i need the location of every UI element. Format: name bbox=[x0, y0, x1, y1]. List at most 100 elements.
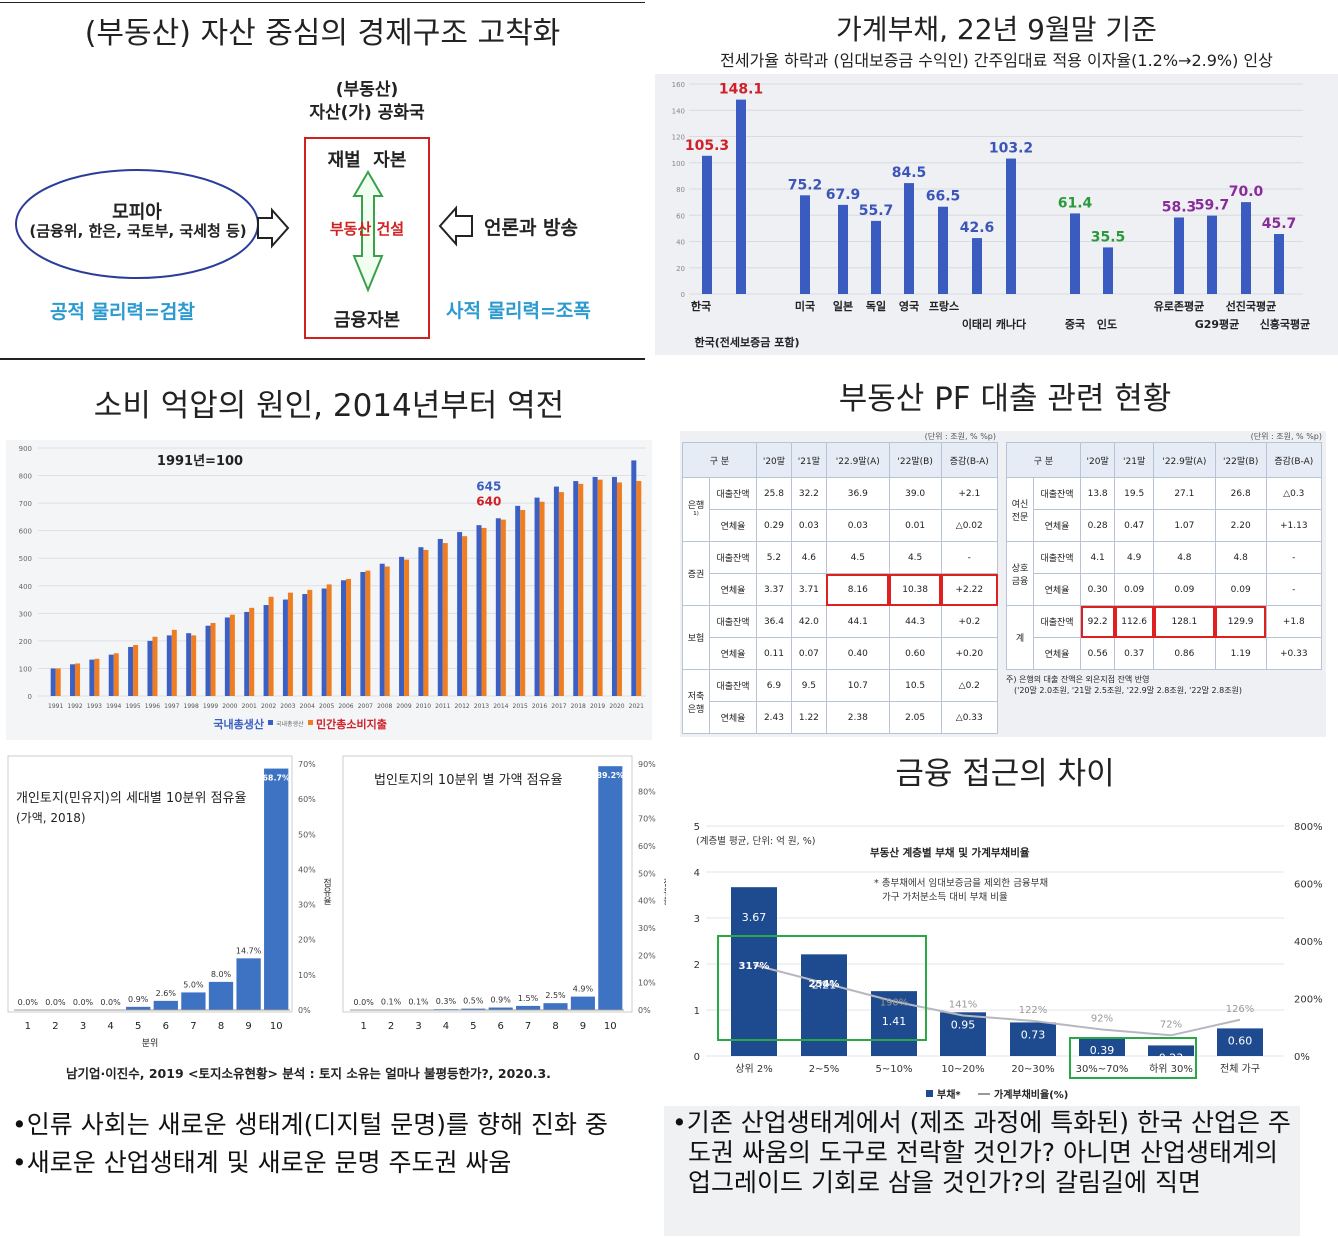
debt-value-label: 59.7 bbox=[1195, 198, 1230, 214]
debt-bar bbox=[904, 183, 914, 294]
land-x-tick: 10 bbox=[604, 1021, 617, 1032]
pf-cell: 10.7 bbox=[825, 669, 890, 702]
pf-cell: 대출잔액 bbox=[709, 605, 757, 638]
land-value-label: 4.9% bbox=[573, 985, 594, 994]
pf-cell: 9.5 bbox=[790, 669, 827, 702]
pf-footnote: 주) 은행의 대출 잔액은 외은지점 잔액 반영 bbox=[1006, 675, 1150, 684]
debt-bar bbox=[702, 155, 712, 294]
pf-cell: - bbox=[1265, 573, 1323, 606]
debt-bar bbox=[838, 204, 848, 294]
access-x-tick: 10~20% bbox=[941, 1064, 984, 1075]
gdp-bar-consumption bbox=[113, 653, 119, 696]
left-arrow-icon bbox=[438, 205, 473, 247]
debt-category-label: 유로존평균 bbox=[1154, 299, 1205, 313]
pf-cell: 32.2 bbox=[790, 477, 827, 510]
gdp-x-tick: 2000 bbox=[222, 703, 237, 710]
land-x-tick: 5 bbox=[470, 1021, 476, 1032]
access-highlight-bottom bbox=[1069, 1037, 1197, 1079]
debt-category-label: 프랑스 bbox=[929, 300, 959, 313]
land-value-label: 0.5% bbox=[463, 997, 484, 1006]
finance-access-chart: 0 1 2 3 4 5 0% 200% 400% 600% 800% (계층별 평균, 단위: 억 원… bbox=[694, 822, 1323, 1101]
gdp-x-tick: 2016 bbox=[532, 703, 547, 710]
panel-pf-loans: 부동산 PF 대출 관련 현황 (단위 : 조원, % %p) (단위 : 조원… bbox=[672, 365, 1338, 740]
land-value-label: 0.0% bbox=[100, 998, 121, 1007]
gdp-bar-gdp bbox=[321, 588, 327, 696]
chaebol-label: 재벌 자본 bbox=[327, 150, 407, 171]
pf-cell: 10.5 bbox=[888, 669, 942, 702]
debt-y-tick: 40 bbox=[676, 239, 685, 247]
debt-value-label: 35.5 bbox=[1091, 229, 1126, 245]
land-y-tick: 40% bbox=[638, 897, 656, 906]
land-y-tick: 60% bbox=[638, 842, 656, 851]
pf-cell: 26.8 bbox=[1214, 477, 1267, 510]
pf-cell: 대출잔액 bbox=[1033, 541, 1081, 574]
land-y-tick: 70% bbox=[298, 760, 316, 769]
pf-table-left: 구 분 '20말 '21말 '22.9말(A) '22말(B) 증감(B-A) 은행¹⁾ 대출… bbox=[682, 442, 999, 734]
gdp-bar-consumption bbox=[191, 635, 197, 696]
pf-header-row: 구 분 '20말 '21말 '22.9말(A) '22말(B) 증감(B-A) bbox=[1006, 442, 1323, 478]
pf-cell: - bbox=[940, 541, 999, 574]
debt-category-label: 인도 bbox=[1097, 317, 1117, 331]
land-ylabel: 점유율 bbox=[321, 877, 331, 905]
debt-bar bbox=[1103, 247, 1113, 294]
bullet-left-2-text: 새로운 산업생태계 및 새로운 문명 주도권 싸움 bbox=[26, 1148, 512, 1177]
debt-value-label: 58.3 bbox=[1162, 199, 1197, 215]
gdp-legend-consumption: 민간총소비지출 bbox=[316, 717, 387, 731]
land-y-tick: 90% bbox=[638, 760, 656, 769]
gdp-y-tick: 800 bbox=[19, 473, 32, 481]
pf-cell: 대출잔액 bbox=[709, 477, 757, 510]
gdp-x-tick: 2021 bbox=[629, 703, 644, 710]
pf-cell: 대출잔액 bbox=[1033, 477, 1081, 510]
pf-cell: 2.05 bbox=[888, 701, 942, 734]
gdp-legend-swatch bbox=[268, 720, 273, 725]
access-y2-tick: 200% bbox=[1294, 995, 1323, 1006]
gdp-bar-gdp bbox=[70, 664, 76, 696]
gdp-x-tick: 2013 bbox=[474, 703, 489, 710]
gdp-x-tick: 2008 bbox=[377, 703, 392, 710]
debt-y-tick: 160 bbox=[672, 81, 685, 89]
table-row: 은행¹⁾ 대출잔액 25.8 32.2 36.9 39.0 +2.1 bbox=[682, 477, 999, 542]
gdp-x-tick: 2020 bbox=[609, 703, 624, 710]
debt-bar bbox=[1274, 234, 1284, 294]
gdp-bar-consumption bbox=[384, 566, 390, 696]
pf-cell: 2.20 bbox=[1214, 509, 1267, 542]
access-debt-bar bbox=[1010, 1022, 1056, 1056]
gdp-bar-consumption bbox=[94, 658, 100, 696]
access-x-tick: 2~5% bbox=[809, 1064, 840, 1075]
pf-cell: 27.1 bbox=[1153, 477, 1216, 510]
gdp-bar-consumption bbox=[481, 527, 487, 696]
access-note: * 총부채에서 임대보증금을 제외한 금융부채 bbox=[874, 877, 1048, 889]
pf-header-cell: 구 분 bbox=[682, 442, 757, 478]
land-x-tick: 10 bbox=[270, 1021, 283, 1032]
debt-bar bbox=[1207, 215, 1217, 294]
access-y-tick: 4 bbox=[694, 868, 700, 879]
gdp-x-tick: 2017 bbox=[551, 703, 566, 710]
gdp-bar-gdp bbox=[147, 640, 153, 696]
pf-cell: +1.8 bbox=[1265, 605, 1323, 638]
gdp-bar-gdp bbox=[205, 625, 211, 696]
pf-cell: 0.37 bbox=[1114, 637, 1155, 670]
gdp-bar-consumption bbox=[520, 510, 526, 696]
debt-value-label: 45.7 bbox=[1262, 216, 1297, 232]
access-y-tick: 3 bbox=[694, 914, 700, 925]
pf-cell: 4.9 bbox=[1114, 541, 1155, 574]
land-value-label: 2.6% bbox=[156, 989, 177, 998]
panel2-subtitle: 전세가율 하락과 (임대보증금 수익인) 간주임대료 적용 이자율(1.2%→2… bbox=[720, 51, 1273, 70]
land-x-tick: 2 bbox=[52, 1021, 58, 1032]
land-xlabel: 분위 bbox=[142, 1038, 159, 1049]
pf-cell: 13.8 bbox=[1079, 477, 1116, 510]
pf-cell: 은행¹⁾ bbox=[682, 477, 710, 542]
pf-cell: 92.2 bbox=[1079, 605, 1116, 638]
pf-header-cell: '22말(B) bbox=[1214, 442, 1267, 478]
panel6-title: 금융 접근의 차이 bbox=[895, 756, 1115, 792]
right-arrow-icon bbox=[257, 207, 290, 249]
gdp-x-tick: 2015 bbox=[513, 703, 528, 710]
access-y-tick: 5 bbox=[694, 822, 700, 833]
pf-cell: 39.0 bbox=[888, 477, 942, 510]
debt-y-tick: 80 bbox=[676, 186, 685, 194]
gdp-bar-gdp bbox=[418, 547, 424, 696]
land-y-tick: 0% bbox=[298, 1006, 311, 1015]
land-x-tick: 1 bbox=[361, 1021, 367, 1032]
pf-cell: +0.33 bbox=[1265, 637, 1323, 670]
land-x-tick: 8 bbox=[552, 1021, 558, 1032]
